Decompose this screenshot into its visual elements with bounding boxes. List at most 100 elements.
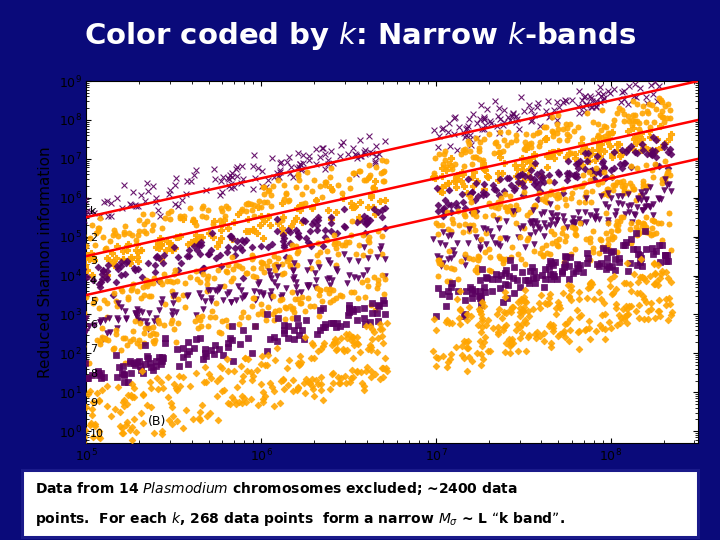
Point [643, 314, 654, 323]
Point [629, 210, 641, 219]
Point [371, 141, 382, 150]
Point [100, 273, 112, 282]
Point [308, 301, 320, 310]
Point [600, 245, 612, 254]
Point [495, 174, 506, 183]
Point [564, 325, 575, 334]
Point [616, 106, 628, 114]
Point [371, 284, 382, 293]
Point [207, 220, 219, 228]
Point [155, 299, 166, 307]
Point [476, 265, 487, 273]
Point [581, 153, 593, 161]
Point [376, 213, 387, 221]
Point [150, 330, 162, 339]
Point [215, 361, 226, 370]
Point [294, 360, 306, 369]
Point [632, 278, 644, 287]
Point [540, 134, 552, 143]
Point [323, 273, 335, 282]
Point [454, 286, 465, 295]
Point [277, 228, 289, 237]
Point [606, 262, 618, 271]
Point [501, 174, 513, 183]
Point [641, 150, 652, 158]
Point [359, 150, 371, 159]
Point [440, 301, 451, 310]
Point [328, 339, 339, 347]
Point [153, 306, 165, 314]
Point [605, 323, 616, 332]
Point [292, 383, 304, 392]
Point [510, 117, 521, 126]
Point [325, 147, 337, 156]
Point [529, 217, 541, 226]
Point [470, 152, 482, 161]
Point [498, 120, 509, 129]
Point [559, 262, 570, 271]
Point [122, 399, 133, 408]
Point [157, 280, 168, 288]
Point [343, 238, 355, 247]
Point [155, 234, 166, 242]
Point [480, 273, 492, 282]
Point [365, 300, 377, 309]
Point [228, 395, 240, 404]
Point [279, 241, 290, 249]
Point [110, 350, 122, 359]
Point [595, 139, 607, 148]
Point [80, 242, 91, 251]
Point [634, 300, 645, 309]
Point [516, 92, 527, 101]
Point [443, 118, 454, 127]
Point [344, 183, 356, 192]
Point [282, 225, 294, 234]
Point [508, 186, 520, 194]
Point [599, 325, 611, 333]
Point [532, 194, 544, 203]
Point [268, 260, 279, 269]
Point [190, 221, 202, 230]
Point [545, 186, 557, 195]
Point [467, 188, 478, 197]
Point [197, 264, 209, 273]
Point [544, 293, 555, 302]
Point [85, 207, 96, 216]
Point [361, 266, 372, 275]
Point [494, 152, 505, 161]
Point [196, 238, 207, 247]
Point [134, 361, 145, 370]
Point [195, 241, 207, 249]
Point [148, 365, 159, 374]
Point [582, 284, 594, 293]
Point [182, 240, 194, 249]
Point [361, 176, 372, 185]
Point [432, 200, 444, 209]
Point [658, 143, 670, 152]
Point [505, 208, 517, 217]
Point [305, 379, 316, 387]
Point [644, 202, 655, 211]
Point [257, 288, 269, 297]
Point [610, 180, 621, 189]
Point [377, 177, 388, 186]
Point [86, 271, 97, 280]
Point [143, 309, 155, 318]
Point [606, 150, 618, 158]
Point [552, 125, 563, 134]
Point [503, 272, 515, 281]
Point [530, 201, 541, 210]
Point [223, 174, 235, 183]
Point [336, 241, 348, 249]
Point [465, 198, 477, 206]
Point [501, 235, 513, 244]
Point [629, 117, 641, 125]
Point [528, 150, 539, 158]
Point [129, 361, 140, 369]
Point [492, 328, 503, 336]
Point [493, 305, 505, 313]
Y-axis label: Reduced Shannon information: Reduced Shannon information [38, 146, 53, 377]
Point [308, 176, 320, 184]
Point [357, 251, 369, 259]
Point [282, 322, 294, 330]
